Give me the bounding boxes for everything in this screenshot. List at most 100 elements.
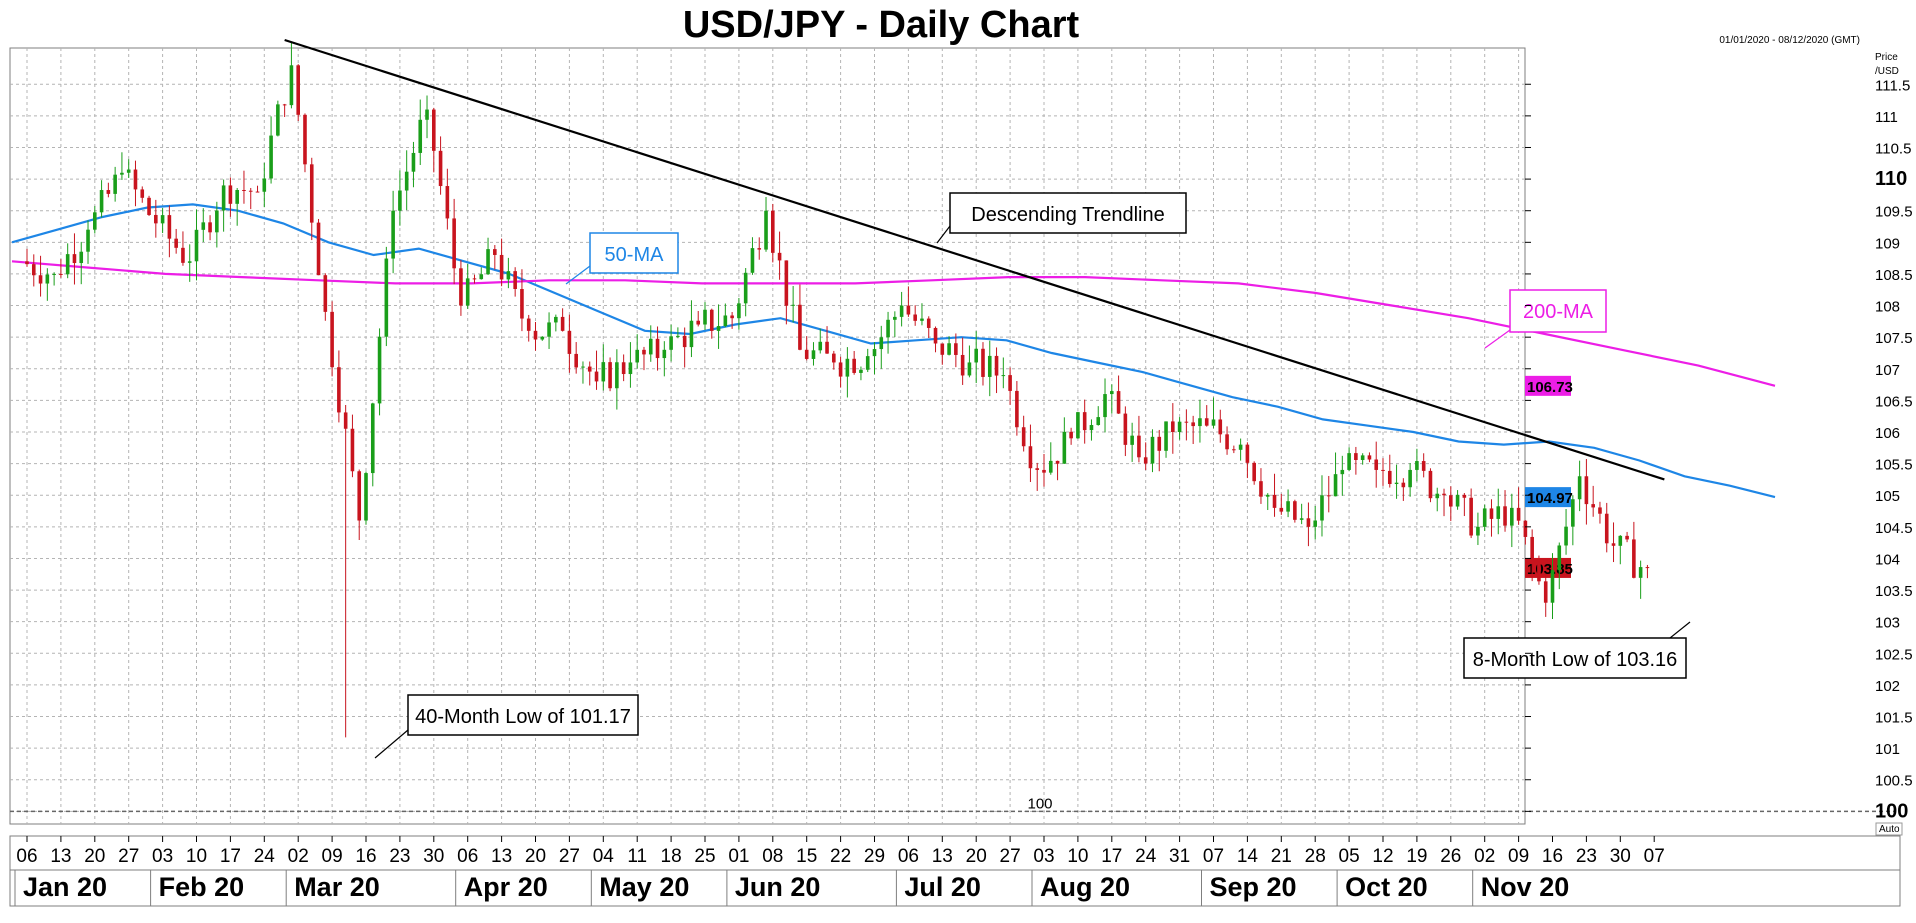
candle-up [615, 349, 619, 410]
x-day-label: 17 [1101, 846, 1122, 867]
candle-body [1340, 469, 1345, 475]
x-day-label: 28 [1305, 846, 1326, 867]
annotation-callout: 8-Month Low of 103.16 [1463, 621, 1691, 679]
y-tick-label: 100.5 [1875, 773, 1913, 790]
candle-down [1293, 499, 1297, 523]
candle-down [38, 255, 43, 297]
candle-body [1299, 518, 1304, 520]
candle-down [1184, 409, 1189, 441]
candle-body [106, 190, 111, 194]
y-tick-label: 111 [1875, 109, 1898, 126]
candle-body [323, 275, 328, 312]
candle-down [248, 187, 253, 210]
candle-down [181, 231, 185, 266]
candle-up [113, 166, 117, 202]
candle-down [1611, 522, 1616, 563]
candle-down [621, 354, 626, 382]
ma-last-value: 106.73 [1527, 379, 1573, 396]
x-day-label: 16 [355, 846, 376, 867]
y-tick-label: 105.5 [1875, 457, 1913, 474]
callout-pointer [565, 265, 591, 285]
candle-body [811, 350, 816, 359]
candle-up [1347, 447, 1351, 472]
candle-down [526, 314, 531, 342]
candle-down [1489, 499, 1494, 537]
candle-down [1428, 468, 1433, 503]
candle-down [777, 231, 782, 280]
candle-down [25, 248, 29, 267]
callout-pointer [936, 225, 951, 244]
x-day-label: 26 [1440, 846, 1461, 867]
candle-body [608, 362, 612, 389]
candle-body [86, 229, 90, 252]
candle-down [140, 186, 145, 203]
candle-body [25, 261, 29, 265]
candle-down [1259, 468, 1263, 504]
candle-body [364, 473, 368, 521]
candle-body [1157, 436, 1162, 451]
candle-up [669, 324, 673, 362]
candle-up [601, 344, 606, 391]
candle-body [1225, 434, 1229, 450]
candle-body [208, 222, 212, 233]
candle-body [520, 289, 524, 319]
candle-body [1198, 418, 1202, 427]
candle-body [689, 320, 694, 348]
candle-up [52, 272, 56, 286]
candle-up [987, 340, 992, 397]
candle-body [1001, 375, 1006, 377]
candle-up [1177, 417, 1182, 440]
candle-body [1408, 469, 1412, 488]
candle-down [1157, 429, 1162, 472]
candle-up [465, 263, 470, 309]
candle-down [1123, 406, 1128, 457]
price-axis-label: Price [1875, 52, 1898, 63]
candle-body [662, 349, 667, 359]
candle-down [798, 284, 802, 351]
candle-body [1238, 444, 1243, 450]
candle-body [1286, 501, 1290, 512]
candle-body [350, 428, 355, 472]
x-day-label: 29 [864, 846, 885, 867]
candle-body [1354, 453, 1358, 460]
candle-down [1469, 488, 1473, 539]
candle-down [730, 312, 734, 329]
candle-body [1516, 507, 1521, 521]
y-tick-label: 102 [1875, 678, 1900, 695]
candle-up [1638, 560, 1643, 599]
candle-up [1096, 406, 1101, 426]
x-day-label: 25 [694, 846, 715, 867]
auto-scale-box [1875, 822, 1903, 836]
candle-body [269, 135, 273, 179]
candle-down [594, 350, 599, 390]
callout-box [1509, 289, 1607, 333]
candle-body [743, 272, 748, 304]
candle-down [1367, 452, 1372, 463]
candle-body [154, 214, 158, 224]
candle-body [1042, 469, 1046, 473]
candle-down [1279, 493, 1284, 515]
candle-body [730, 315, 734, 319]
candle-down [1028, 424, 1033, 483]
candle-body [303, 114, 307, 165]
candle-down [574, 342, 578, 374]
candle-up [99, 180, 104, 218]
candle-body [981, 348, 985, 377]
candle-up [1360, 453, 1365, 465]
candle-body [445, 186, 450, 219]
x-month-label: Jul 20 [904, 872, 981, 902]
candle-up [1550, 553, 1555, 620]
candle-body [1476, 526, 1480, 536]
candle-body [628, 362, 633, 375]
candle-down [757, 237, 762, 260]
candle-body [120, 172, 124, 175]
x-day-label: 30 [423, 846, 444, 867]
candle-body [1076, 412, 1080, 439]
candle-down [1008, 367, 1012, 405]
candle-body [1550, 570, 1555, 603]
candle-down [1598, 501, 1602, 524]
candle-down [838, 356, 843, 388]
reference-line-label: 100 [1027, 795, 1052, 812]
candle-body [1604, 513, 1609, 544]
candle-body [859, 369, 863, 373]
